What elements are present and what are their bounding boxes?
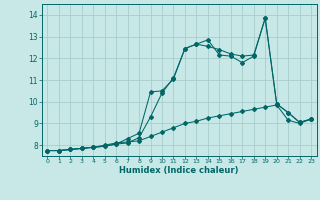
X-axis label: Humidex (Indice chaleur): Humidex (Indice chaleur) <box>119 166 239 175</box>
